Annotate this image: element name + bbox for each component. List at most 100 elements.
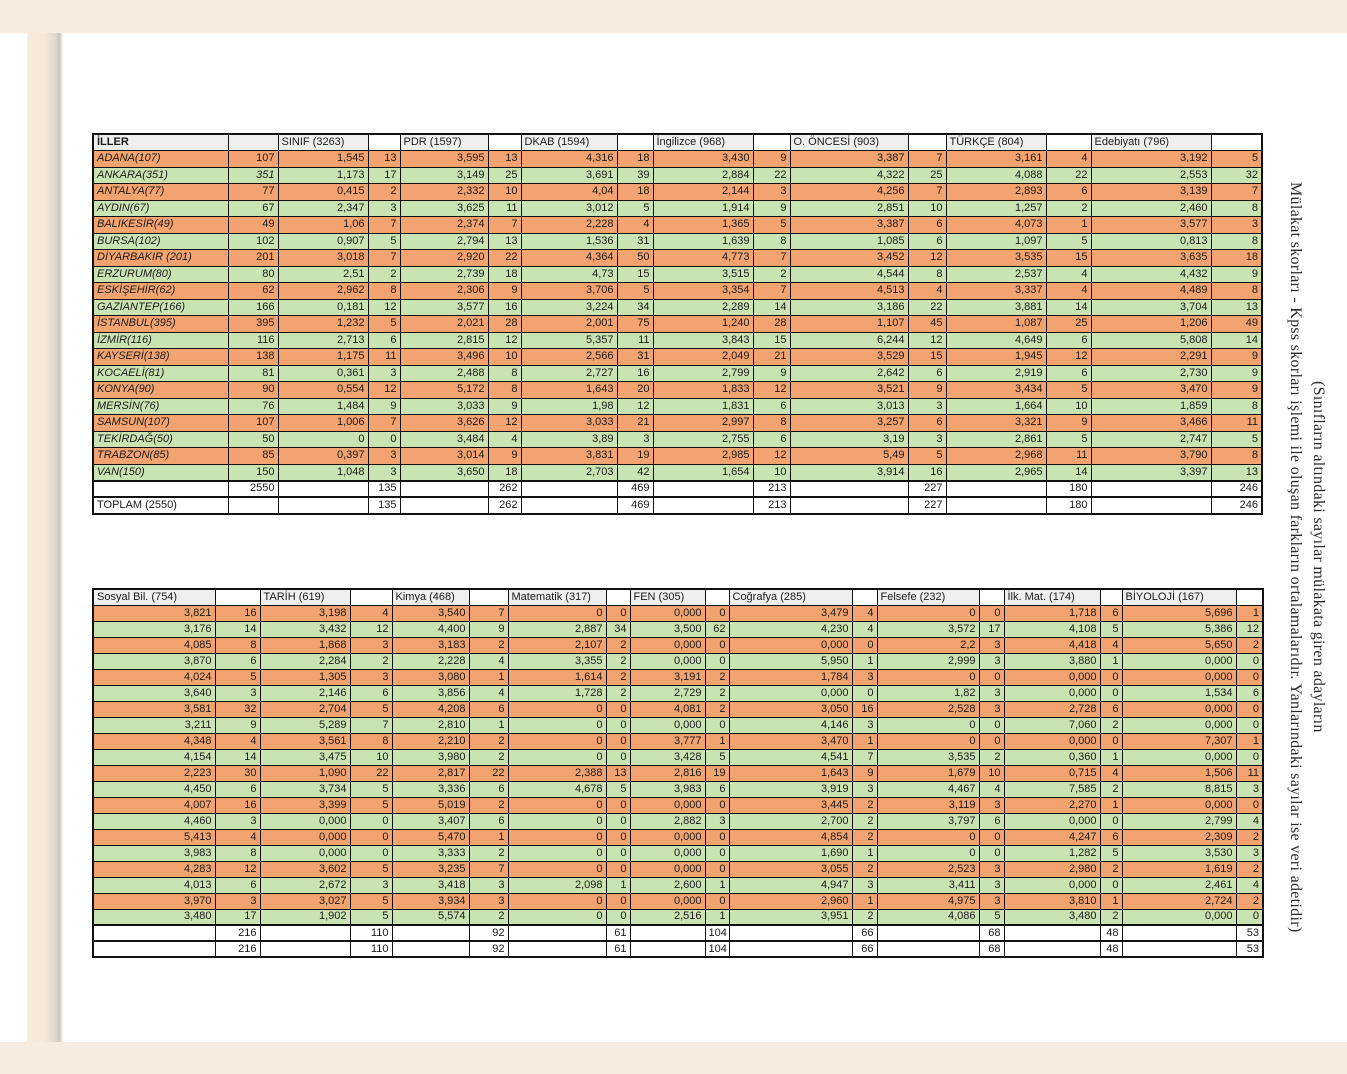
value-cell: 0,715 <box>1003 764 1101 782</box>
count-cell: 0 <box>978 828 1005 846</box>
value-cell: 3,479 <box>728 604 853 622</box>
count-cell: 9 <box>1210 381 1263 399</box>
column-header-count <box>1235 588 1264 606</box>
value-cell: 4,04 <box>520 183 618 201</box>
value-cell: 2,755 <box>652 430 754 448</box>
count-cell: 13 <box>605 764 631 782</box>
totals-empty <box>876 924 980 942</box>
value-cell: 4,108 <box>1003 620 1101 638</box>
count-cell: 2 <box>851 908 878 926</box>
province-count-cell: 395 <box>227 315 279 333</box>
count-cell: 50 <box>616 249 654 267</box>
value-cell: 2,210 <box>391 732 470 750</box>
value-cell: 3,856 <box>391 684 470 702</box>
count-cell: 13 <box>487 150 522 168</box>
count-cell: 0 <box>349 828 393 846</box>
value-cell: 3,257 <box>789 414 909 432</box>
value-cell: 2,332 <box>399 183 489 201</box>
totals-count-cell: 92 <box>468 940 509 958</box>
value-cell: 2,523 <box>876 860 980 878</box>
count-cell: 30 <box>214 764 261 782</box>
value-cell: 0,000 <box>1003 812 1101 830</box>
count-cell: 8 <box>1210 199 1263 217</box>
count-cell: 6 <box>1045 364 1092 382</box>
totals-empty <box>1003 940 1101 958</box>
value-cell: 1,98 <box>520 397 618 415</box>
province-count-cell: 116 <box>227 331 279 349</box>
value-cell: 2,553 <box>1090 166 1212 184</box>
value-cell: 2,291 <box>1090 348 1212 366</box>
count-cell: 5 <box>367 232 401 250</box>
value-cell: 3,355 <box>507 652 607 670</box>
totals-count-cell: 66 <box>851 940 878 958</box>
count-cell: 12 <box>616 397 654 415</box>
value-cell: 0,000 <box>1121 652 1237 670</box>
count-cell: 7 <box>487 216 522 234</box>
value-cell: 3,951 <box>728 908 853 926</box>
count-cell: 12 <box>214 860 261 878</box>
value-cell: 3,626 <box>399 414 489 432</box>
count-cell: 9 <box>487 447 522 465</box>
count-cell: 5 <box>1045 232 1092 250</box>
value-cell: 3,224 <box>520 298 618 316</box>
count-cell: 3 <box>978 684 1005 702</box>
count-cell: 1 <box>851 892 878 910</box>
count-cell: 2 <box>468 908 509 926</box>
count-cell: 9 <box>752 199 791 217</box>
value-cell: 0,000 <box>1003 684 1101 702</box>
value-cell: 3,418 <box>391 876 470 894</box>
province-cell: KOCAELİ(81) <box>92 364 229 382</box>
count-cell: 13 <box>1210 463 1263 481</box>
totals-empty <box>1121 924 1237 942</box>
count-cell: 0 <box>978 732 1005 750</box>
value-cell: 5,574 <box>391 908 470 926</box>
count-cell: 11 <box>487 199 522 217</box>
totals-empty <box>945 479 1047 498</box>
value-cell: 1,240 <box>652 315 754 333</box>
count-cell: 4 <box>1099 636 1123 654</box>
count-cell: 18 <box>616 150 654 168</box>
count-cell: 5 <box>752 216 791 234</box>
value-cell: 3,411 <box>876 876 980 894</box>
count-cell: 1 <box>851 732 878 750</box>
value-cell: 2,049 <box>652 348 754 366</box>
value-cell: 4,678 <box>507 780 607 798</box>
count-cell: 0 <box>704 860 730 878</box>
count-cell: 3 <box>978 876 1005 894</box>
value-cell: 2,2 <box>876 636 980 654</box>
count-cell: 4 <box>978 780 1005 798</box>
totals-empty <box>92 940 216 958</box>
count-cell: 13 <box>367 150 401 168</box>
value-cell: 0 <box>507 908 607 926</box>
totals-count-cell: 216 <box>214 924 261 942</box>
province-cell: MERSİN(76) <box>92 397 229 415</box>
value-cell: 2,537 <box>945 265 1047 283</box>
province-cell: SAMSUN(107) <box>92 414 229 432</box>
value-cell: 5,950 <box>728 652 853 670</box>
totals-count-cell: 110 <box>349 940 393 958</box>
totals-count-cell: 246 <box>1210 496 1263 514</box>
count-cell: 34 <box>605 620 631 638</box>
value-cell: 0,000 <box>1003 876 1101 894</box>
value-cell: 3,821 <box>92 604 216 622</box>
value-cell: 3,119 <box>876 796 980 814</box>
totals-empty <box>399 479 489 498</box>
value-cell: 3,434 <box>945 381 1047 399</box>
count-cell: 28 <box>487 315 522 333</box>
value-cell: 0,181 <box>277 298 369 316</box>
count-cell: 5 <box>367 315 401 333</box>
value-cell: 4,460 <box>92 812 216 830</box>
value-cell: 3,336 <box>391 780 470 798</box>
column-header-3: Matematik (317) <box>507 588 607 606</box>
value-cell: 0,000 <box>629 844 706 862</box>
totals-empty <box>92 924 216 942</box>
count-cell: 4 <box>468 684 509 702</box>
totals-count-cell: 53 <box>1235 940 1264 958</box>
column-header-7: İlk. Mat. (174) <box>1003 588 1101 606</box>
value-cell: 3,577 <box>1090 216 1212 234</box>
count-cell: 8 <box>487 381 522 399</box>
value-cell: 3,650 <box>399 463 489 481</box>
count-cell: 0 <box>605 812 631 830</box>
value-cell: 4,146 <box>728 716 853 734</box>
value-cell: 2,672 <box>259 876 351 894</box>
